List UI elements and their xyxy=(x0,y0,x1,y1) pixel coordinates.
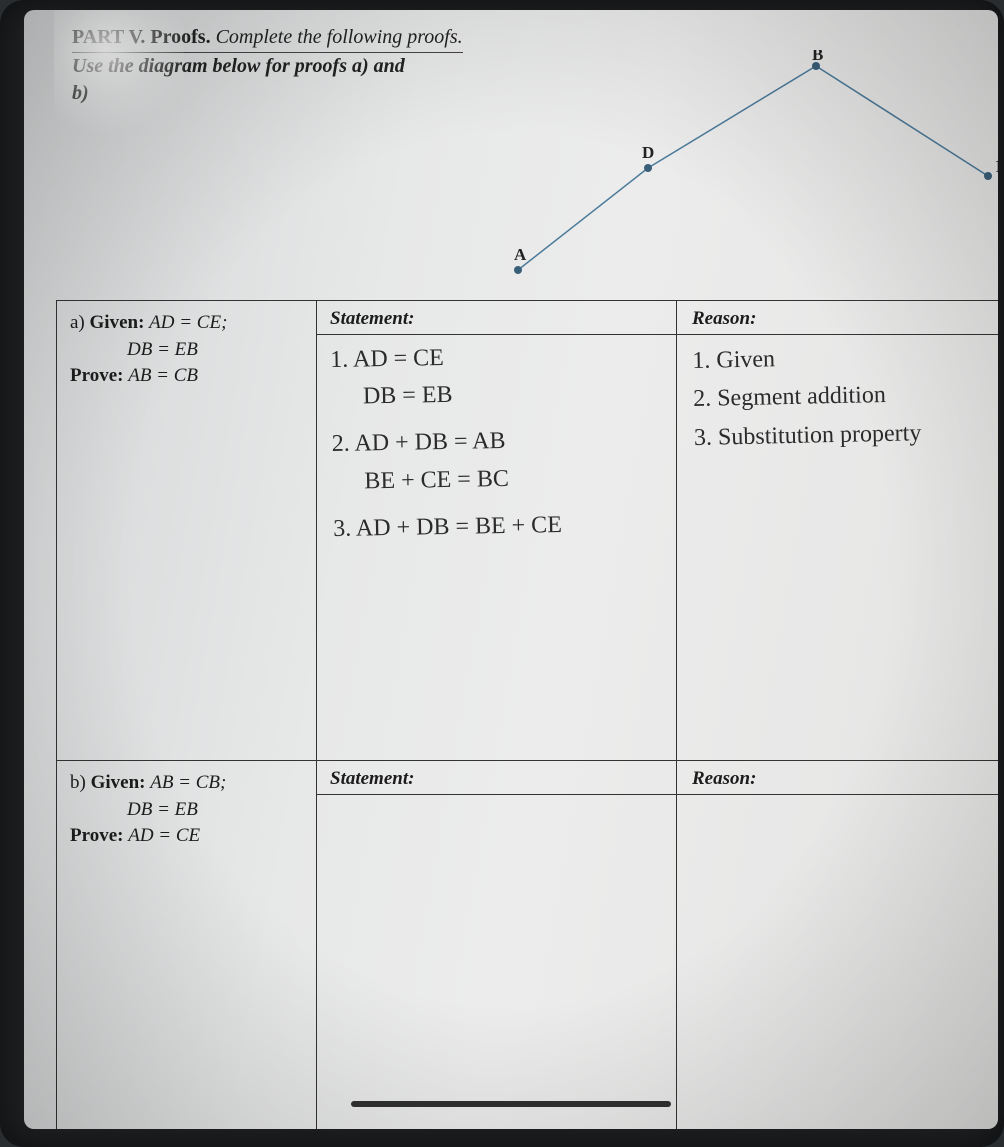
proof-b-given-cell: b) Given: AB = CB; DB = EB Prove: AD = C… xyxy=(60,764,328,856)
stmt-line: BE + CE = BC xyxy=(332,458,679,501)
proof-a-label: a) xyxy=(70,312,85,333)
proof-grid: a) Given: AD = CE; DB = EB Prove: AB = C… xyxy=(56,300,998,1129)
svg-text:D: D xyxy=(642,143,654,162)
reason-line: 2. Segment addition xyxy=(693,374,990,419)
proof-b-row: b) Given: AB = CB; DB = EB Prove: AD = C… xyxy=(56,760,998,1129)
stmt-line: 3. AD + DB = BE + CE xyxy=(333,505,680,548)
statement-header: Statement: xyxy=(320,302,686,336)
use-diagram-line-b: b) xyxy=(72,82,89,104)
proof-a-statements: 1. AD = CE DB = EB 2. AD + DB = AB BE + … xyxy=(320,336,686,564)
proof-a-row: a) Given: AD = CE; DB = EB Prove: AB = C… xyxy=(56,300,998,760)
reason-line: 1. Given xyxy=(692,336,989,381)
reason-header: Reason: xyxy=(682,302,990,336)
complete-following-proofs: Complete the following proofs. xyxy=(216,26,463,48)
reason-header: Reason: xyxy=(682,762,990,796)
proof-a-reasons: 1. Given 2. Segment addition 3. Substitu… xyxy=(682,336,998,463)
worksheet-heading: PART V. Proofs. Complete the following p… xyxy=(72,24,968,107)
home-indicator-bar xyxy=(351,1101,671,1107)
svg-text:E: E xyxy=(996,157,998,176)
prove-label: Prove: xyxy=(70,825,123,846)
prove-label: Prove: xyxy=(70,365,123,386)
grid-hline xyxy=(56,300,998,301)
part-label: PART V. xyxy=(72,26,145,48)
proofs-word: Proofs. xyxy=(150,26,210,48)
svg-text:A: A xyxy=(514,245,527,264)
stmt-line: 1. AD = CE xyxy=(330,336,677,379)
reason-line: 3. Substitution property xyxy=(694,413,991,458)
proof-a-given1: AD = CE; xyxy=(149,312,227,333)
worksheet-paper: PART V. Proofs. Complete the following p… xyxy=(24,10,998,1129)
proof-b-label: b) xyxy=(70,772,86,793)
proof-b-given2: DB = EB xyxy=(127,799,198,820)
proof-a-given-cell: a) Given: AD = CE; DB = EB Prove: AB = C… xyxy=(60,304,328,396)
proof-a-prove: AB = CB xyxy=(128,365,198,386)
stmt-line: 2. AD + DB = AB xyxy=(331,420,678,463)
statement-header: Statement: xyxy=(320,762,686,796)
proof-b-given1: AB = CB; xyxy=(150,772,226,793)
proof-b-prove: AD = CE xyxy=(128,825,200,846)
given-label: Given: xyxy=(90,312,145,333)
use-diagram-line: Use the diagram below for proofs a) and xyxy=(72,55,405,77)
given-label: Given: xyxy=(91,772,146,793)
grid-hline xyxy=(56,760,998,761)
stmt-line: DB = EB xyxy=(331,373,678,416)
device-frame: PART V. Proofs. Complete the following p… xyxy=(0,0,1004,1147)
proof-a-given2: DB = EB xyxy=(127,339,198,360)
